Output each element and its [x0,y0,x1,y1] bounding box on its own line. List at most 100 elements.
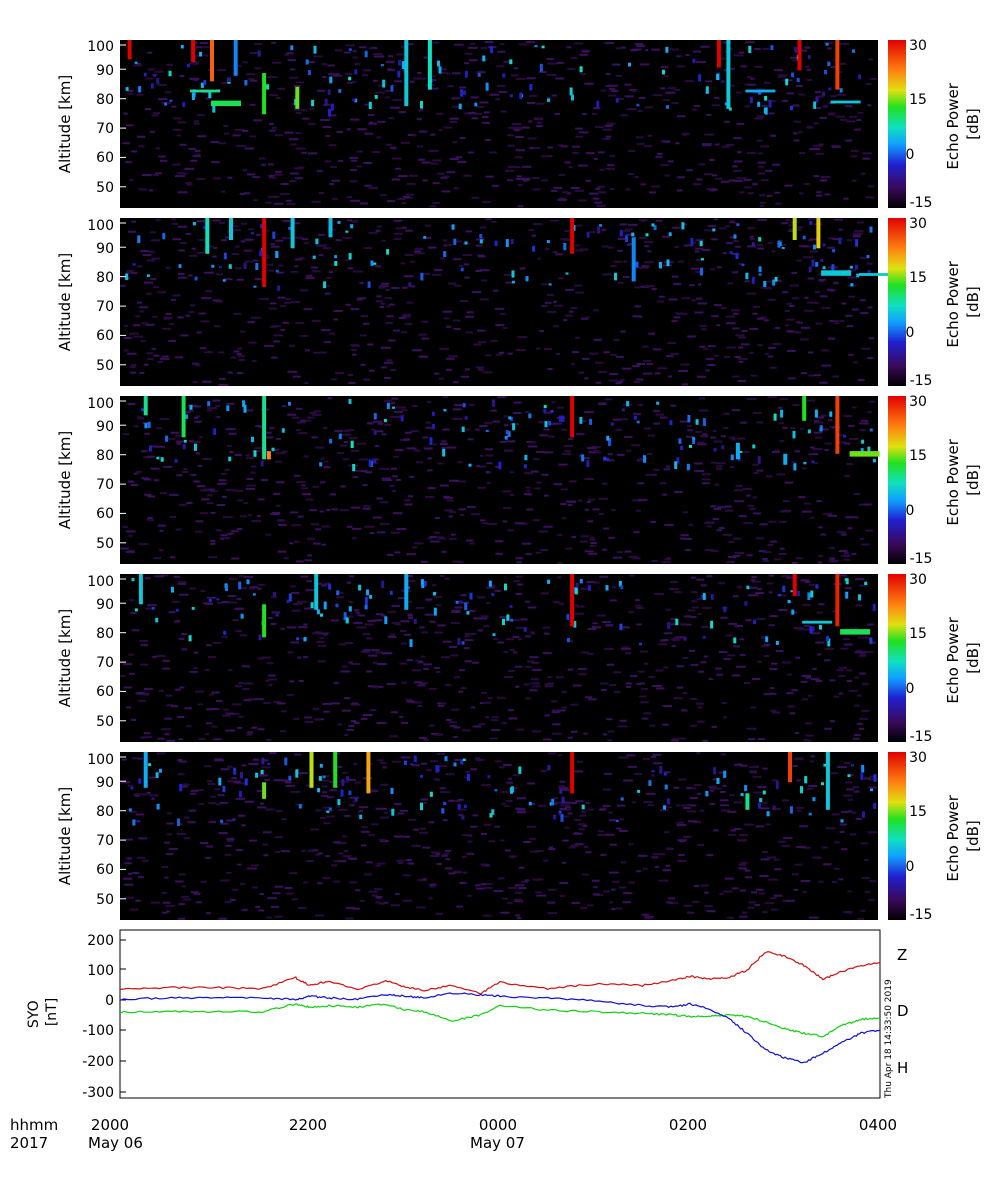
noise-bin [552,723,561,726]
noise-bin [691,299,697,302]
noise-bin [828,237,836,240]
weak-echo-bin [736,223,740,227]
noise-bin [733,312,738,315]
weak-echo-bin [851,49,855,53]
noise-bin [286,199,292,202]
noise-bin [857,111,864,114]
weak-echo-bin [252,593,256,596]
weak-echo-bin [329,438,333,444]
noise-bin [799,192,804,195]
noise-bin [552,802,558,805]
noise-bin [779,422,784,425]
noise-bin [597,371,608,374]
altitude-axis-label: Altitude [km] [56,431,74,529]
noise-bin [346,728,354,731]
noise-bin [621,367,632,370]
noise-bin [542,626,551,629]
noise-bin [242,130,249,132]
noise-bin [584,478,594,480]
noise-bin [371,649,380,652]
noise-bin [268,196,278,199]
noise-bin [663,771,671,774]
noise-bin [148,794,159,797]
echo-bins-5 [121,752,878,920]
noise-bin [558,463,568,466]
noise-bin [805,676,812,679]
noise-bin [319,481,326,484]
noise-bin [802,891,807,894]
noise-bin [372,516,382,519]
noise-bin [482,116,489,118]
noise-bin [385,288,390,291]
noise-bin [718,651,728,654]
noise-bin [390,467,397,470]
noise-bin [433,595,443,598]
noise-bin [525,665,532,668]
noise-bin [824,648,834,650]
noise-bin [151,257,160,260]
weak-echo-bin [373,413,377,420]
weak-echo-bin [218,777,222,786]
noise-bin [246,478,254,480]
noise-bin [824,442,832,445]
noise-bin [172,238,181,241]
weak-echo-bin [862,811,865,818]
noise-bin [508,709,514,712]
noise-bin [390,106,400,109]
noise-bin [334,49,343,52]
weak-echo-bin [560,814,564,822]
noise-bin [453,240,463,243]
noise-bin [472,814,479,817]
weak-echo-bin [327,89,331,95]
noise-bin [699,325,707,328]
weak-echo-bin [155,772,159,778]
ytick-80: 80 [96,92,114,108]
noise-bin [488,151,497,154]
noise-bin [216,504,226,506]
noise-bin [865,196,875,199]
noise-bin [706,854,714,857]
noise-bin [507,529,515,532]
noise-bin [564,450,571,453]
noise-bin [277,550,287,553]
noise-bin [587,627,597,630]
noise-bin [752,312,758,315]
noise-bin [176,440,184,443]
noise-bin [295,147,306,150]
noise-bin [845,516,855,519]
noise-bin [126,270,134,272]
noise-bin [449,120,458,123]
noise-bin [369,369,375,372]
weak-echo-bin [494,789,498,792]
weak-echo-bin [759,798,763,803]
noise-bin [293,236,304,239]
weak-echo-bin [477,72,481,77]
noise-bin [322,877,331,880]
noise-bin [535,450,545,453]
noise-bin [827,337,836,340]
weak-echo-bin [323,601,327,610]
weak-echo-bin [323,281,327,289]
noise-bin [363,322,370,325]
weak-echo-bin [589,418,593,425]
noise-bin [529,837,536,840]
weak-echo-bin [151,607,155,610]
noise-bin [818,880,824,883]
noise-bin [192,362,200,365]
weak-echo-bin [758,91,761,95]
noise-bin [366,670,373,673]
noise-bin [509,471,514,474]
noise-bin [386,553,394,556]
noise-bin [571,535,576,538]
noise-bin [353,762,358,765]
noise-bin [676,189,683,192]
cbar-label: Echo Power [dB] [944,256,982,347]
noise-bin [666,847,673,850]
weak-echo-bin [608,438,612,447]
noise-bin [687,787,697,790]
echo-bin [290,218,295,249]
noise-bin [120,674,126,677]
noise-bin [440,176,448,179]
noise-bin [622,229,631,232]
noise-bin [305,349,310,352]
